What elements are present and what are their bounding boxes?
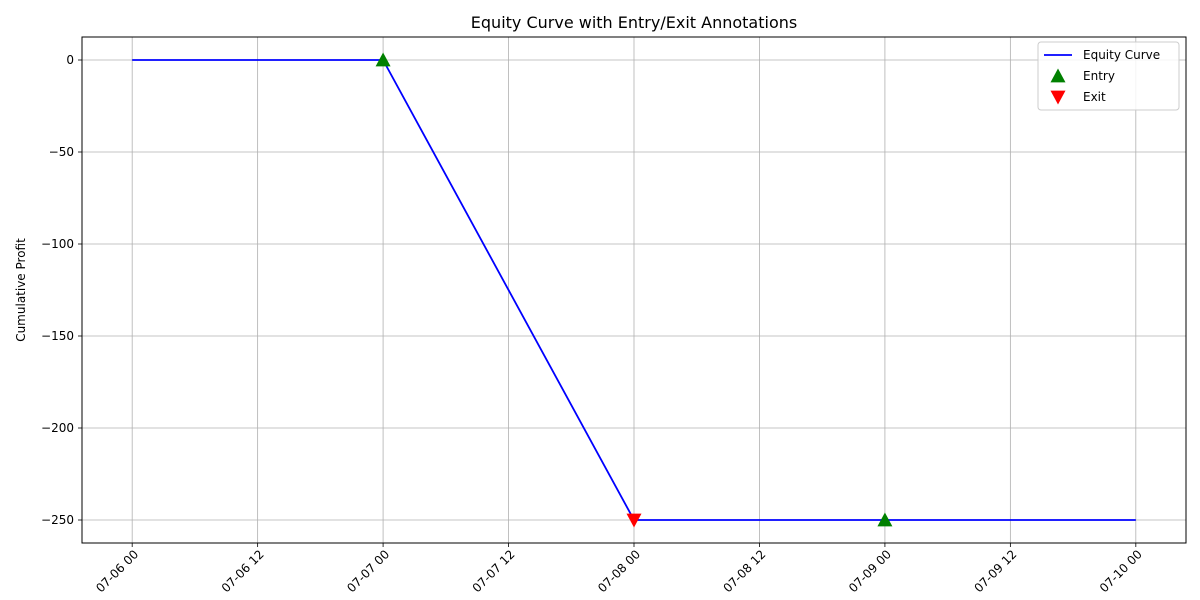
legend-box [1037, 41, 1180, 111]
series-layer [132, 52, 1136, 528]
y-tick-label: −100 [41, 237, 74, 251]
legend-swatch-entry [1050, 68, 1066, 83]
x-tick-label: 07-07 12 [470, 547, 518, 595]
legend-label: Equity Curve [1083, 48, 1160, 62]
x-tick-label: 07-06 00 [93, 547, 141, 595]
y-tick-label: −250 [41, 513, 74, 527]
x-tick-label: 07-08 12 [721, 547, 769, 595]
x-axis: 07-06 00 07-06 12 07-07 00 07-07 12 07-08 00… [93, 543, 1145, 595]
legend-swatch-exit [1050, 90, 1066, 105]
x-tick-label: 07-08 00 [595, 547, 643, 595]
y-axis-label: Cumulative Profit [14, 238, 28, 342]
entry-marker [375, 52, 391, 67]
y-axis: 0 −50 −100 −150 −200 −250 [41, 53, 82, 527]
chart-title: Equity Curve with Entry/Exit Annotations [471, 13, 797, 32]
y-tick-label: −200 [41, 421, 74, 435]
legend-label: Entry [1083, 69, 1115, 83]
x-tick-label: 07-07 00 [344, 547, 392, 595]
y-tick-label: −150 [41, 329, 74, 343]
legend: Equity Curve Entry Exit [1037, 41, 1180, 111]
entry-marker [877, 512, 893, 527]
legend-label: Exit [1083, 90, 1106, 104]
y-tick-label: 0 [66, 53, 74, 67]
x-tick-label: 07-06 12 [219, 547, 267, 595]
x-tick-label: 07-10 00 [1097, 547, 1145, 595]
x-tick-label: 07-09 12 [971, 547, 1019, 595]
y-tick-label: −50 [49, 145, 74, 159]
exit-marker [626, 513, 642, 528]
x-tick-label: 07-09 00 [846, 547, 894, 595]
